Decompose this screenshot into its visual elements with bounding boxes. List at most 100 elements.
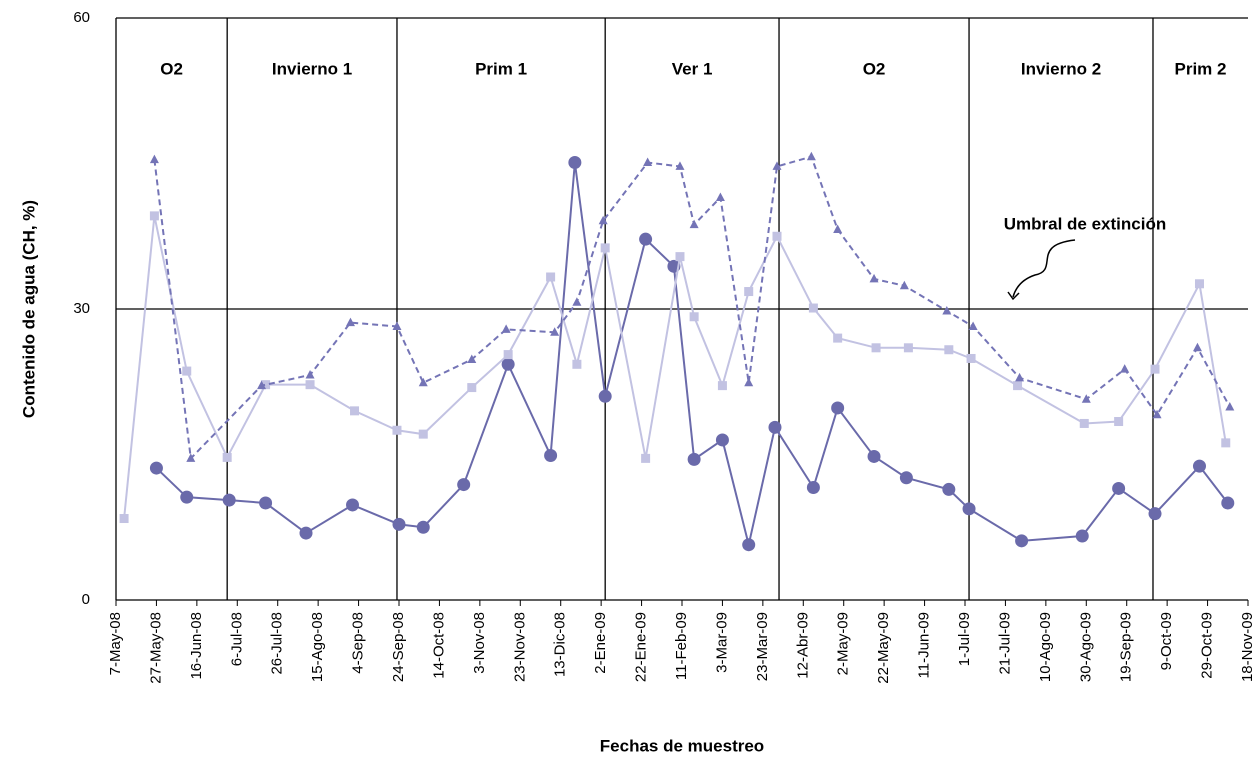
marker xyxy=(259,496,273,510)
marker xyxy=(833,333,843,343)
marker xyxy=(392,321,402,330)
x-tick-label: 10-Ago-09 xyxy=(1037,612,1054,682)
x-tick-label: 13-Dic-08 xyxy=(552,612,569,677)
marker xyxy=(1192,459,1206,473)
marker xyxy=(942,305,952,315)
marker xyxy=(299,526,313,540)
marker xyxy=(418,377,428,387)
x-tick-label: 14-Oct-08 xyxy=(430,612,447,679)
marker xyxy=(899,471,913,485)
marker xyxy=(717,381,727,391)
marker xyxy=(1013,381,1023,391)
marker xyxy=(1079,418,1089,428)
y-tick-label: 30 xyxy=(73,300,90,317)
annotation-arrowhead xyxy=(1007,291,1020,301)
marker xyxy=(689,219,699,229)
x-tick-label: 26-Jul-08 xyxy=(269,612,286,675)
period-label: Prim 1 xyxy=(475,59,527,78)
x-tick-label: 23-Mar-09 xyxy=(754,612,771,681)
marker xyxy=(1075,529,1089,543)
x-tick-label: 15-Ago-08 xyxy=(309,612,326,682)
marker xyxy=(899,280,909,290)
x-tick-label: 24-Sep-08 xyxy=(390,612,407,682)
marker xyxy=(416,520,430,534)
marker xyxy=(833,224,843,233)
marker xyxy=(744,287,754,297)
marker xyxy=(346,498,360,512)
x-tick-label: 3-Nov-08 xyxy=(471,612,488,674)
period-label: Prim 2 xyxy=(1175,59,1227,78)
marker xyxy=(186,453,196,462)
annotation: Umbral de extinción xyxy=(1004,214,1166,233)
x-tick-label: 3-Mar-09 xyxy=(713,612,730,673)
x-tick-label: 29-Oct-09 xyxy=(1199,612,1216,679)
marker xyxy=(1114,417,1124,427)
marker xyxy=(831,401,845,415)
marker xyxy=(546,272,556,282)
marker xyxy=(503,350,513,360)
marker xyxy=(182,366,192,376)
marker xyxy=(392,517,406,531)
x-tick-label: 16-Jun-08 xyxy=(188,612,205,680)
marker xyxy=(1221,438,1231,448)
marker xyxy=(869,273,879,283)
marker xyxy=(903,343,913,353)
x-tick-label: 11-Jun-09 xyxy=(916,612,933,678)
marker xyxy=(744,377,754,387)
marker xyxy=(871,343,881,353)
marker xyxy=(119,514,129,524)
marker xyxy=(1081,394,1091,403)
marker xyxy=(808,303,818,313)
x-tick-label: 21-Jul-09 xyxy=(996,612,1013,675)
marker xyxy=(568,156,582,170)
x-tick-label: 22-May-09 xyxy=(875,612,892,684)
y-axis-label: Contenido de agua (CH, %) xyxy=(19,200,38,418)
marker xyxy=(772,231,782,241)
marker xyxy=(1150,364,1160,374)
marker xyxy=(675,161,685,170)
marker xyxy=(501,357,515,371)
x-tick-label: 4-Sep-08 xyxy=(350,612,367,674)
marker xyxy=(600,243,610,253)
marker xyxy=(768,420,782,434)
marker xyxy=(1015,372,1025,382)
marker xyxy=(687,452,701,466)
marker xyxy=(1225,401,1235,411)
marker xyxy=(598,215,608,225)
marker xyxy=(501,324,511,333)
marker xyxy=(467,383,477,393)
y-tick-label: 60 xyxy=(73,9,90,26)
x-tick-label: 30-Ago-09 xyxy=(1077,612,1094,682)
marker xyxy=(149,461,163,475)
marker xyxy=(222,452,232,462)
marker xyxy=(149,211,159,221)
marker xyxy=(467,354,477,363)
period-label: O2 xyxy=(863,59,886,78)
x-tick-label: 19-Sep-09 xyxy=(1118,612,1135,682)
marker xyxy=(643,157,653,167)
x-tick-label: 22-Ene-09 xyxy=(633,612,650,682)
marker xyxy=(305,380,315,390)
marker xyxy=(675,252,685,262)
x-tick-label: 7-May-08 xyxy=(107,612,124,675)
x-tick-label: 12-Abr-09 xyxy=(794,612,811,679)
x-tick-label: 6-Jul-08 xyxy=(228,612,245,666)
x-tick-label: 2-Ene-09 xyxy=(592,612,609,674)
marker xyxy=(639,232,653,246)
period-label: Ver 1 xyxy=(672,59,713,78)
marker xyxy=(1015,534,1029,548)
marker xyxy=(742,538,756,552)
marker xyxy=(457,478,471,492)
period-label: Invierno 1 xyxy=(272,59,352,78)
marker xyxy=(806,480,820,494)
y-tick-label: 0 xyxy=(82,591,90,608)
marker xyxy=(257,380,267,390)
marker xyxy=(715,192,725,201)
marker xyxy=(1221,496,1235,510)
marker xyxy=(966,353,976,363)
marker xyxy=(772,161,782,170)
marker xyxy=(867,449,881,463)
marker xyxy=(392,425,402,435)
